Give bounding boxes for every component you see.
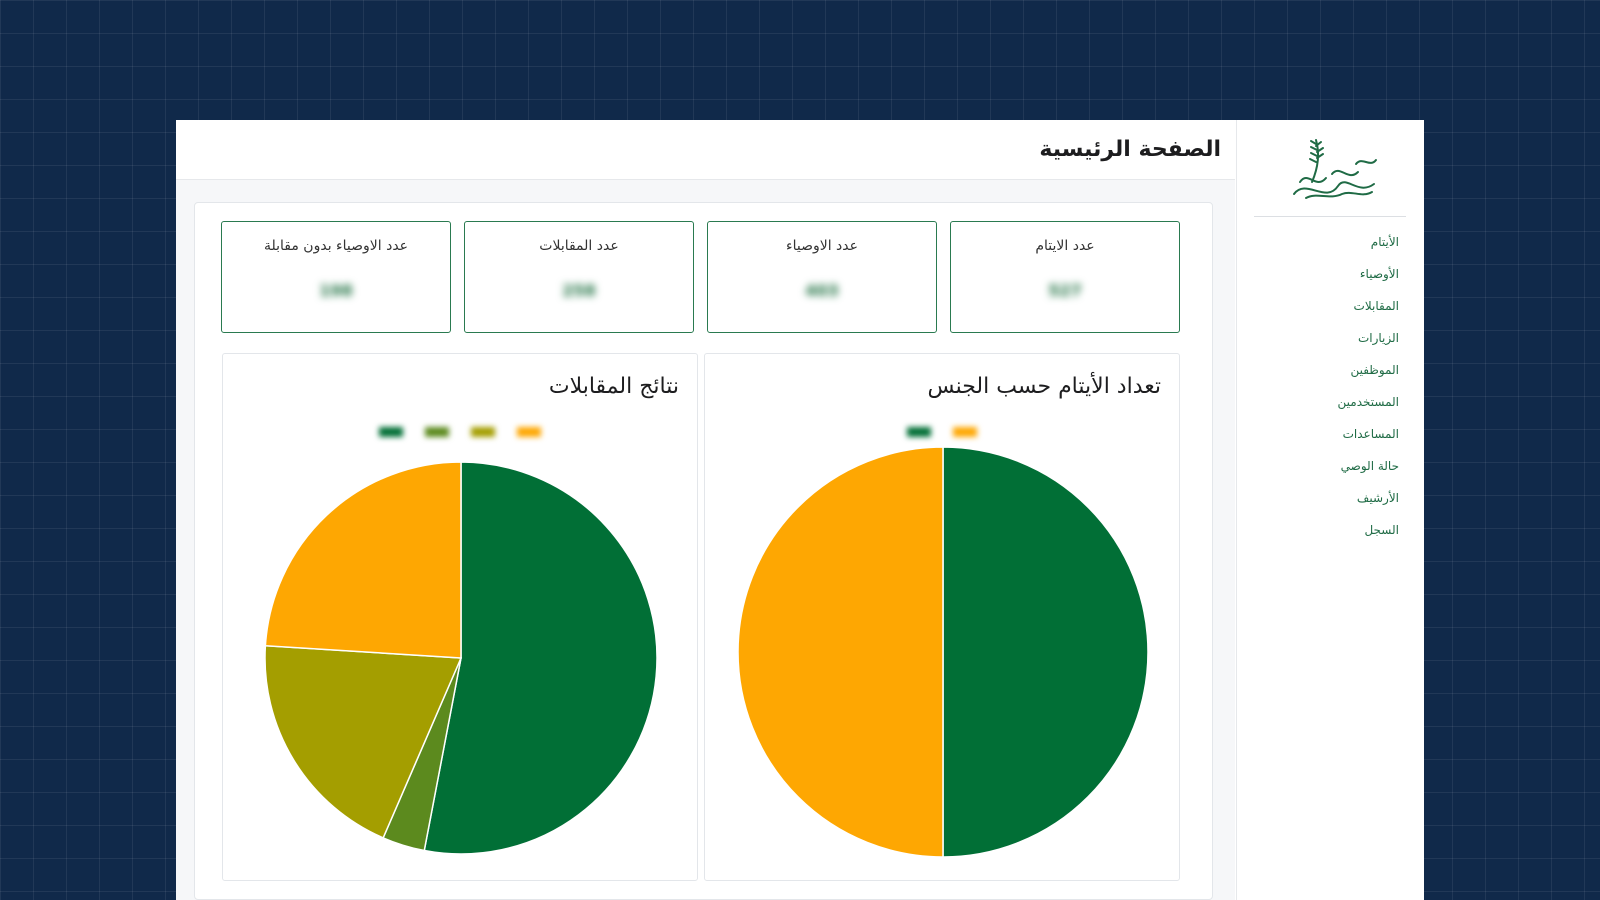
pie-slice[interactable] xyxy=(737,446,944,858)
stat-label: عدد الاوصياء بدون مقابلة xyxy=(263,238,409,254)
sidebar-item-aid[interactable]: المساعدات xyxy=(1342,427,1399,441)
association-logo[interactable]: جمعية الأنصار الخيرية xyxy=(1286,134,1382,206)
legend-swatch xyxy=(379,427,403,437)
stat-card-interviews[interactable]: عدد المقابلات 258 xyxy=(464,221,694,333)
sidebar-item-users[interactable]: المستخدمين xyxy=(1337,395,1399,409)
legend-item[interactable] xyxy=(517,426,541,438)
sidebar-nav: الأيتام الأوصياء المقابلات الزيارات المو… xyxy=(1338,232,1399,552)
pie-slice[interactable] xyxy=(264,461,462,659)
legend-item[interactable] xyxy=(425,426,449,438)
sidebar-item-orphans[interactable]: الأيتام xyxy=(1370,235,1399,249)
legend-item[interactable] xyxy=(471,426,495,438)
interview-results-chart: نتائج المقابلات xyxy=(222,353,698,881)
pie-slice[interactable] xyxy=(423,461,658,855)
pie-chart xyxy=(264,461,658,855)
pie-chart xyxy=(737,446,1149,858)
legend-item[interactable] xyxy=(907,426,931,438)
sidebar-item-archive[interactable]: الأرشيف xyxy=(1356,491,1399,505)
stat-card-guardians[interactable]: عدد الاوصياء 403 xyxy=(707,221,937,333)
legend-swatch xyxy=(471,427,495,437)
sidebar-item-guardian-status[interactable]: حالة الوصي xyxy=(1340,459,1399,473)
legend-item[interactable] xyxy=(379,426,403,438)
legend-swatch xyxy=(907,427,931,437)
stat-value: 258 xyxy=(562,281,596,300)
sidebar: جمعية الأنصار الخيرية الأيتام الأوصياء ا… xyxy=(1236,120,1424,900)
stat-label: عدد الايتام xyxy=(1035,238,1095,254)
sidebar-item-employees[interactable]: الموظفين xyxy=(1350,363,1399,377)
app-window: جمعية الأنصار الخيرية الأيتام الأوصياء ا… xyxy=(176,120,1424,900)
chart-legend xyxy=(705,426,1179,454)
chart-legend xyxy=(223,426,697,454)
stat-value: 198 xyxy=(319,281,353,300)
dashboard-panel: عدد الايتام 527 عدد الاوصياء 403 عدد الم… xyxy=(194,202,1213,900)
pie-slice[interactable] xyxy=(264,644,463,839)
wheat-logo-icon xyxy=(1293,139,1377,199)
sidebar-item-interviews[interactable]: المقابلات xyxy=(1353,299,1399,313)
chart-title: تعداد الأيتام حسب الجنس xyxy=(927,374,1161,399)
stat-card-orphans[interactable]: عدد الايتام 527 xyxy=(950,221,1180,333)
stats-row: عدد الايتام 527 عدد الاوصياء 403 عدد الم… xyxy=(221,221,1180,333)
stat-label: عدد الاوصياء xyxy=(786,238,858,254)
main-area: الصفحة الرئيسية عدد الايتام 527 عدد الاو… xyxy=(176,120,1235,900)
legend-swatch xyxy=(425,427,449,437)
page-title: الصفحة الرئيسية xyxy=(1039,137,1221,162)
legend-swatch xyxy=(953,427,977,437)
stat-value: 527 xyxy=(1048,281,1082,300)
stat-card-guardians-without-interview[interactable]: عدد الاوصياء بدون مقابلة 198 xyxy=(221,221,451,333)
legend-swatch xyxy=(517,427,541,437)
sidebar-item-visits[interactable]: الزيارات xyxy=(1357,331,1399,345)
sidebar-item-log[interactable]: السجل xyxy=(1364,523,1399,537)
sidebar-item-guardians[interactable]: الأوصياء xyxy=(1359,267,1399,281)
sidebar-divider xyxy=(1254,216,1406,217)
stat-value: 403 xyxy=(805,281,839,300)
stat-label: عدد المقابلات xyxy=(539,238,619,254)
orphans-by-gender-chart: تعداد الأيتام حسب الجنس xyxy=(704,353,1180,881)
pie-slice[interactable] xyxy=(942,446,1149,858)
page-header: الصفحة الرئيسية xyxy=(176,120,1235,180)
chart-title: نتائج المقابلات xyxy=(548,374,679,399)
legend-item[interactable] xyxy=(953,426,977,438)
